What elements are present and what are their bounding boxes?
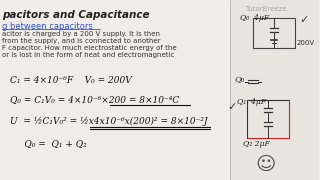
Text: Q₁  4μF: Q₁ 4μF — [237, 98, 266, 106]
Text: Q₀ = C₁V₀ = 4×10⁻⁶×200 = 8×10⁻⁴C: Q₀ = C₁V₀ = 4×10⁻⁶×200 = 8×10⁻⁴C — [10, 95, 179, 104]
Text: 200V: 200V — [297, 40, 315, 46]
Text: Q₀: Q₀ — [235, 75, 245, 83]
Text: Q₀ =  Q₁ + Q₂: Q₀ = Q₁ + Q₂ — [10, 139, 87, 148]
Text: g between capacitors: g between capacitors — [2, 22, 93, 31]
Text: Q₂ 2μF: Q₂ 2μF — [243, 140, 270, 148]
Text: U  = ½C₁V₀² = ½x4x10⁻⁶x(200)² = 8×10⁻²J: U = ½C₁V₀² = ½x4x10⁻⁶x(200)² = 8×10⁻²J — [10, 117, 208, 126]
Text: ✓: ✓ — [300, 15, 309, 25]
Bar — [253, 18, 295, 48]
Bar — [230, 0, 319, 180]
Text: ✓: ✓ — [227, 102, 236, 112]
Text: F capacitor. How much electrostatic energy of the: F capacitor. How much electrostatic ener… — [2, 45, 177, 51]
Text: TutorBreeze.: TutorBreeze. — [245, 6, 289, 12]
Text: C₁ = 4×10⁻⁶F    V₀ = 200V: C₁ = 4×10⁻⁶F V₀ = 200V — [10, 76, 132, 85]
Text: ☺: ☺ — [255, 155, 275, 174]
Text: or is lost in the form of heat and electromagnetic: or is lost in the form of heat and elect… — [2, 52, 174, 58]
Text: from the supply, and is connected to another: from the supply, and is connected to ano… — [2, 38, 161, 44]
Text: acitor is charged by a 200 V supply. It is then: acitor is charged by a 200 V supply. It … — [2, 31, 160, 37]
Text: pacitors and Capacitance: pacitors and Capacitance — [2, 10, 149, 20]
Text: Q₀  4μF: Q₀ 4μF — [240, 14, 269, 22]
